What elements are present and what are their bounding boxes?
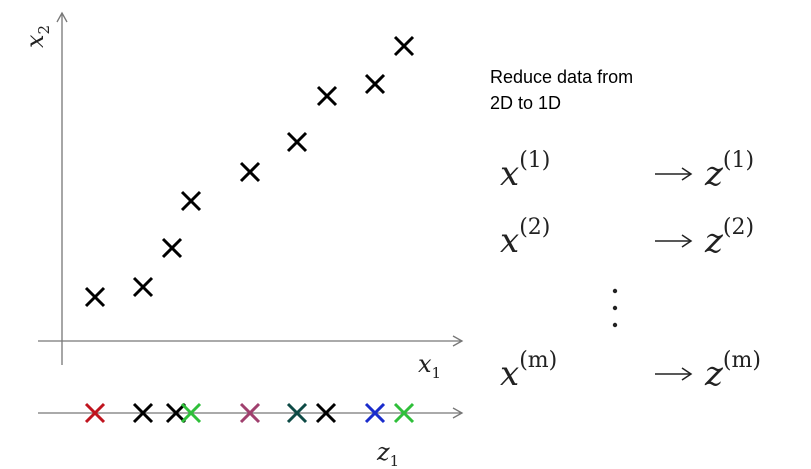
cross-stroke bbox=[165, 402, 187, 424]
target-vector: z(1) bbox=[704, 148, 754, 194]
target-vector: z(m) bbox=[704, 348, 761, 394]
cross-stroke bbox=[161, 237, 183, 259]
source-vector: x(2) bbox=[500, 215, 550, 261]
y-axis-label: x2 bbox=[21, 25, 53, 48]
cross-stroke bbox=[84, 286, 106, 308]
cross-stroke bbox=[180, 190, 202, 212]
cross-stroke bbox=[239, 161, 261, 183]
superscript: (m) bbox=[519, 348, 557, 373]
x-axis-arrow bbox=[452, 335, 464, 347]
arrow-head bbox=[681, 234, 693, 248]
cross bbox=[239, 161, 261, 183]
superscript: (2) bbox=[723, 215, 754, 240]
caption-line: Reduce data from bbox=[490, 67, 633, 87]
cross bbox=[393, 35, 415, 57]
cross-stroke bbox=[286, 131, 308, 153]
cross bbox=[364, 402, 386, 424]
superscript: (2) bbox=[519, 215, 550, 240]
z-axis-arrow bbox=[452, 407, 464, 419]
base: z bbox=[704, 154, 724, 194]
cross bbox=[180, 402, 202, 424]
caption-line: 2D to 1D bbox=[490, 93, 561, 113]
target-vector: z(2) bbox=[704, 215, 754, 261]
cross-stroke bbox=[84, 402, 106, 424]
cross-stroke bbox=[316, 85, 338, 107]
base: z bbox=[704, 221, 724, 261]
top-axes bbox=[38, 11, 464, 365]
dot bbox=[612, 322, 618, 328]
cross-stroke bbox=[132, 276, 154, 298]
cross-stroke bbox=[286, 402, 308, 424]
projected-points bbox=[84, 402, 415, 424]
x-axis-label: x1 bbox=[418, 350, 441, 382]
cross bbox=[239, 402, 261, 424]
cross bbox=[132, 402, 154, 424]
cross bbox=[286, 131, 308, 153]
z-axis-label: z1 bbox=[376, 438, 399, 469]
base: x bbox=[500, 154, 519, 194]
superscript: (1) bbox=[519, 148, 550, 173]
cross bbox=[286, 402, 308, 424]
source-vector: x(m) bbox=[500, 348, 557, 394]
cross bbox=[84, 402, 106, 424]
source-vector: x(1) bbox=[500, 148, 550, 194]
y-axis-arrow bbox=[56, 11, 68, 23]
dot bbox=[612, 305, 618, 311]
ellipsis bbox=[612, 288, 618, 328]
arrow-head bbox=[681, 167, 693, 181]
cross-stroke bbox=[393, 402, 415, 424]
cross bbox=[393, 402, 415, 424]
superscript: (m) bbox=[723, 348, 761, 373]
cross-stroke bbox=[393, 35, 415, 57]
cross-stroke bbox=[315, 402, 337, 424]
mapping: x(1) z(1)x(2) z(2)x(m) z(m) bbox=[500, 148, 761, 394]
base: x bbox=[500, 354, 519, 394]
base: x bbox=[500, 221, 519, 261]
cross bbox=[132, 276, 154, 298]
cross-stroke bbox=[364, 402, 386, 424]
cross-stroke bbox=[239, 402, 261, 424]
cross-stroke bbox=[364, 73, 386, 95]
arrow-head bbox=[681, 367, 693, 381]
cross-stroke bbox=[132, 402, 154, 424]
cross bbox=[165, 402, 187, 424]
cross bbox=[84, 286, 106, 308]
cross bbox=[316, 85, 338, 107]
superscript: (1) bbox=[723, 148, 754, 173]
cross bbox=[364, 73, 386, 95]
cross bbox=[180, 190, 202, 212]
cross-stroke bbox=[180, 402, 202, 424]
cross bbox=[161, 237, 183, 259]
points bbox=[84, 35, 415, 308]
cross bbox=[315, 402, 337, 424]
dot bbox=[612, 288, 618, 294]
base: z bbox=[704, 354, 724, 394]
